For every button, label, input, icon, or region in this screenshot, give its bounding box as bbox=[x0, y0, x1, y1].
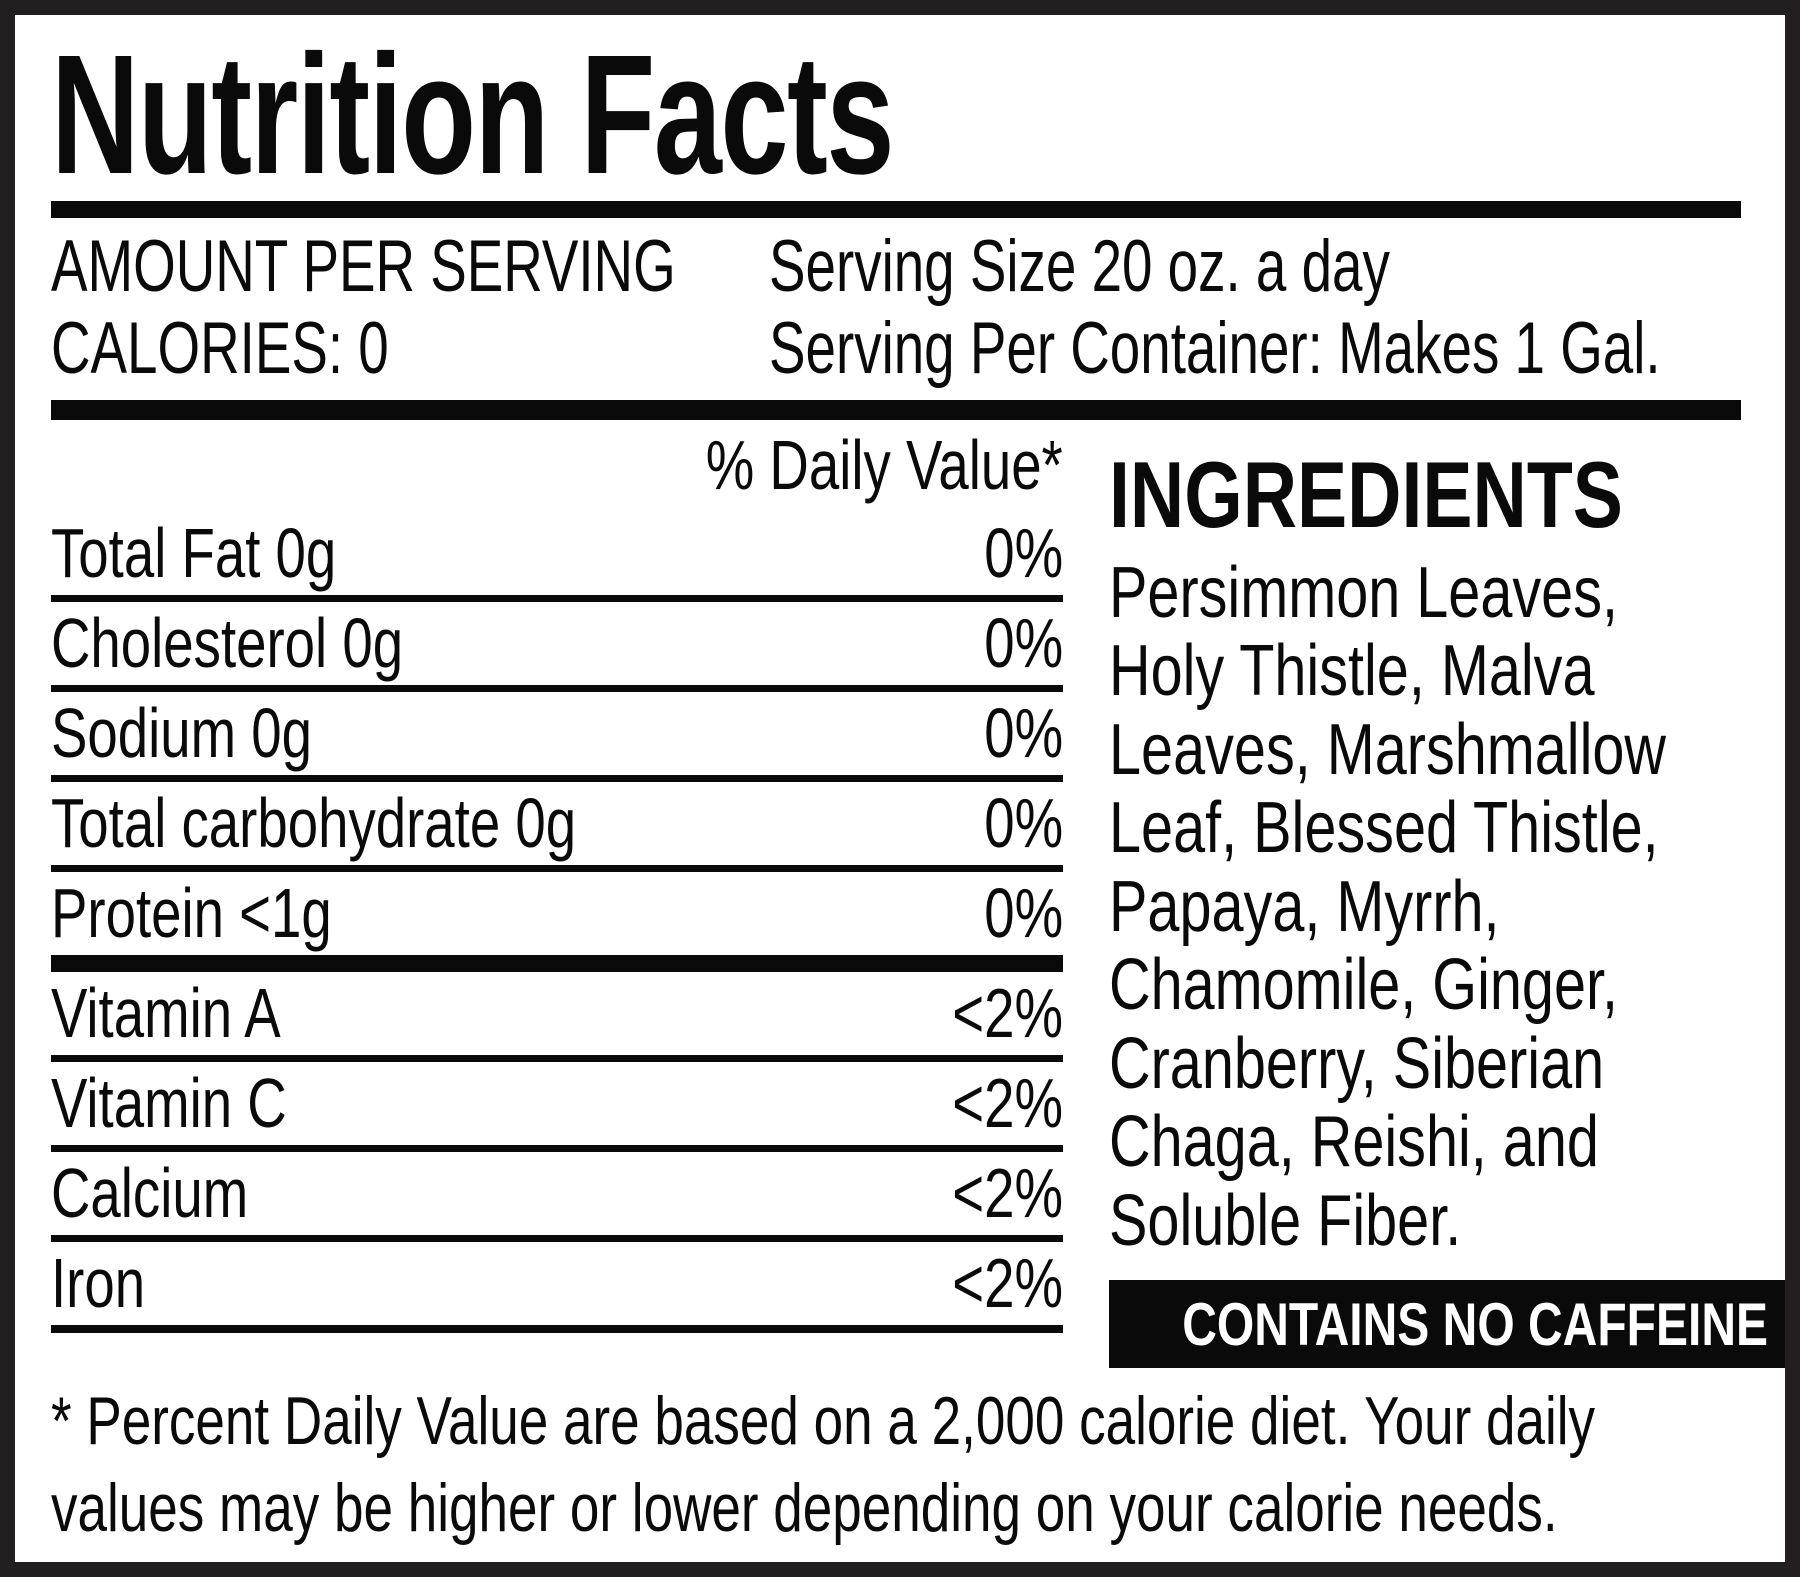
ingredients-line: Soluble Fiber. bbox=[1109, 1180, 1462, 1261]
row-divider bbox=[51, 1054, 1063, 1062]
title-divider bbox=[51, 201, 1741, 219]
servings-per-container: Serving Per Container: Makes 1 Gal. bbox=[769, 308, 1661, 390]
nutrient-name: Sodium 0g bbox=[51, 693, 313, 772]
title-text: Nutrition Facts bbox=[51, 20, 894, 210]
ingredients-line: Cranberry, Siberian bbox=[1109, 1023, 1605, 1104]
ingredients-line: Persimmon Leaves, bbox=[1109, 552, 1619, 633]
ingredients-line: Chaga, Reishi, and bbox=[1109, 1102, 1599, 1183]
ingredients-line: Papaya, Myrrh, bbox=[1109, 866, 1500, 947]
serving-size: Serving Size 20 oz. a day bbox=[769, 226, 1391, 308]
nutrient-row-total-fat: Total Fat 0g 0% bbox=[51, 512, 1063, 595]
ingredients-line: Chamomile, Ginger, bbox=[1109, 945, 1619, 1026]
footnote-line: * Percent Daily Value are based on a 2,0… bbox=[51, 1383, 1596, 1460]
nutrient-row-calcium: Calcium <2% bbox=[51, 1152, 1063, 1235]
daily-value-footnote: * Percent Daily Value are based on a 2,0… bbox=[51, 1378, 1741, 1552]
serving-divider bbox=[51, 399, 1741, 420]
serving-info: AMOUNT PER SERVING Serving Size 20 oz. a… bbox=[51, 226, 1741, 400]
nutrient-row-cholesterol: Cholesterol 0g 0% bbox=[51, 602, 1063, 685]
row-divider bbox=[51, 774, 1063, 782]
row-divider bbox=[51, 1234, 1063, 1242]
nutrient-value: 0% bbox=[984, 513, 1063, 592]
nutrient-value: 0% bbox=[984, 693, 1063, 772]
ingredients-column: INGREDIENTS Persimmon Leaves, Holy Thist… bbox=[1109, 424, 1785, 1369]
nutrient-name: Calcium bbox=[51, 1153, 249, 1232]
nutrient-value: 0% bbox=[984, 603, 1063, 682]
nutrient-name: Protein <1g bbox=[51, 873, 332, 952]
nutrient-value: 0% bbox=[984, 873, 1063, 952]
nutrient-value: <2% bbox=[952, 1063, 1063, 1142]
row-divider bbox=[51, 1144, 1063, 1152]
nutrient-name: Total Fat 0g bbox=[51, 513, 337, 592]
nutrient-value: 0% bbox=[984, 783, 1063, 862]
footnote-line: values may be higher or lower depending … bbox=[51, 1470, 1558, 1547]
nutrient-value: <2% bbox=[952, 1153, 1063, 1232]
nutrient-name: Vitamin A bbox=[51, 973, 281, 1052]
nutrient-row-vitamin-a: Vitamin A <2% bbox=[51, 972, 1063, 1055]
daily-value-header: % Daily Value* bbox=[705, 425, 1063, 504]
nutrient-name: Vitamin C bbox=[51, 1063, 287, 1142]
nutrient-row-protein: Protein <1g 0% bbox=[51, 872, 1063, 955]
section-divider bbox=[51, 954, 1063, 972]
nutrient-row-sodium: Sodium 0g 0% bbox=[51, 692, 1063, 775]
nutrient-row-carbohydrate: Total carbohydrate 0g 0% bbox=[51, 782, 1063, 865]
main-columns: % Daily Value* Total Fat 0g 0% Cholester… bbox=[51, 424, 1785, 1369]
ingredients-line: Leaf, Blessed Thistle, bbox=[1109, 788, 1659, 869]
nutrient-row-vitamin-c: Vitamin C <2% bbox=[51, 1062, 1063, 1145]
row-divider bbox=[51, 864, 1063, 872]
nutrient-name: Cholesterol 0g bbox=[51, 603, 404, 682]
nutrient-value: <2% bbox=[952, 973, 1063, 1052]
calories: CALORIES: 0 bbox=[51, 308, 389, 390]
nutrients-column: % Daily Value* Total Fat 0g 0% Cholester… bbox=[51, 424, 1063, 1368]
no-caffeine-banner: CONTAINS NO CAFFEINE bbox=[1109, 1280, 1785, 1369]
ingredients-line: Leaves, Marshmallow bbox=[1109, 709, 1667, 790]
ingredients-heading: INGREDIENTS bbox=[1109, 441, 1623, 547]
nutrient-name: Iron bbox=[51, 1243, 146, 1322]
nutrient-row-iron: Iron <2% bbox=[51, 1242, 1063, 1325]
nutrient-name: Total carbohydrate 0g bbox=[51, 783, 577, 862]
ingredients-line: Holy Thistle, Malva bbox=[1109, 631, 1595, 712]
amount-per-serving-label: AMOUNT PER SERVING bbox=[51, 226, 676, 308]
nutrient-value: <2% bbox=[952, 1243, 1063, 1322]
column-end-divider bbox=[51, 1324, 1063, 1333]
page-title: Nutrition Facts bbox=[51, 20, 1741, 210]
row-divider bbox=[51, 684, 1063, 692]
row-divider bbox=[51, 594, 1063, 602]
